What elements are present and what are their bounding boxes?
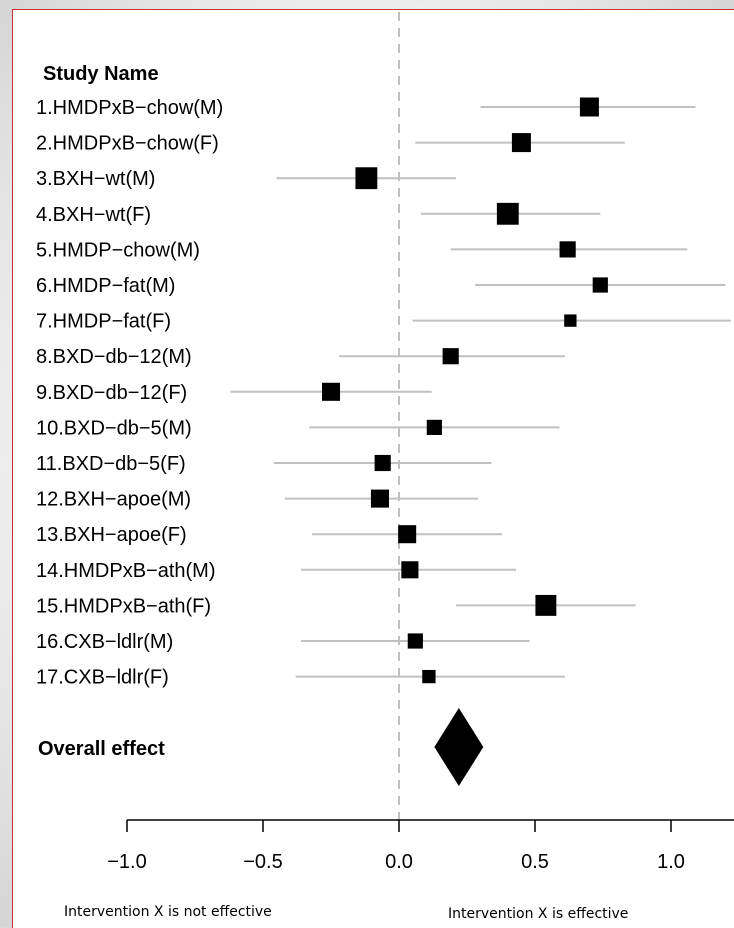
study-label: 6.HMDP−fat(M) (36, 275, 175, 297)
effect-size-marker (422, 669, 436, 684)
study-label: 5.HMDP−chow(M) (36, 239, 200, 261)
effect-size-marker (407, 633, 423, 649)
study-label: 11.BXD−db−5(F) (36, 453, 186, 475)
effect-size-marker (592, 277, 608, 293)
effect-size-marker (355, 167, 378, 190)
x-axis-tick-label: 1.0 (657, 851, 685, 873)
effect-size-marker (401, 561, 419, 579)
x-axis-tick-label: −0.5 (243, 851, 282, 873)
study-label: 17.CXB−ldlr(F) (36, 667, 169, 689)
effect-size-marker (535, 594, 557, 616)
study-label: 1.HMDPxB−chow(M) (36, 97, 223, 119)
study-label: 2.HMDPxB−chow(F) (36, 133, 219, 155)
forest-plot: Study Name 1.HMDPxB−chow(M) 2.HMDPxB−chow(… (36, 12, 734, 922)
study-name-header: Study Name (43, 63, 159, 85)
effect-size-marker (559, 241, 576, 258)
overall-effect-label: Overall effect (38, 738, 165, 760)
effect-size-marker (442, 348, 459, 365)
x-axis-tick-label: −1.0 (107, 851, 146, 873)
effect-size-marker (398, 525, 417, 544)
effect-size-marker (579, 97, 599, 117)
effect-size-marker (496, 202, 519, 225)
study-label: 3.BXH−wt(M) (36, 168, 155, 190)
effect-size-marker (370, 489, 389, 508)
effect-size-marker (321, 382, 341, 401)
study-label: 10.BXD−db−5(M) (36, 417, 192, 439)
study-label: 4.BXH−wt(F) (36, 204, 151, 226)
x-axis-tick-label: 0.0 (385, 851, 413, 873)
study-label: 12.BXH−apoe(M) (36, 489, 191, 511)
effect-size-marker (426, 419, 442, 435)
effect-size-marker (374, 454, 391, 472)
effect-size-marker (564, 314, 577, 327)
study-label: 9.BXD−db−12(F) (36, 382, 187, 404)
footnote-not-effective: Intervention X is not effective (64, 904, 272, 920)
footnote-effective: Intervention X is effective (448, 906, 628, 922)
forest-plot-panel: Study Name 1.HMDPxB−chow(M) 2.HMDPxB−chow(… (12, 9, 734, 928)
study-label: 15.HMDPxB−ath(F) (36, 595, 211, 617)
effect-size-marker (511, 133, 531, 153)
study-label: 7.HMDP−fat(F) (36, 311, 171, 333)
study-label: 14.HMDPxB−ath(M) (36, 560, 216, 582)
study-label: 16.CXB−ldlr(M) (36, 631, 173, 653)
study-label: 13.BXH−apoe(F) (36, 524, 187, 546)
overall-effect-diamond (434, 708, 484, 786)
x-axis-tick-label: 0.5 (521, 851, 549, 873)
study-label: 8.BXD−db−12(M) (36, 346, 192, 368)
